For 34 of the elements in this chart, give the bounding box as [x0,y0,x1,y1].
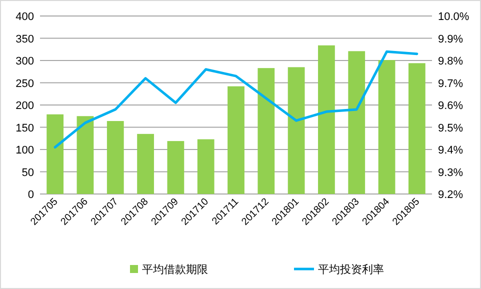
y-tick-label: 100 [16,144,34,156]
bar [46,114,64,194]
bar [378,60,396,194]
line-series [54,50,418,149]
y2-tick-label: 9.4% [438,144,464,156]
y2-tick-label: 9.9% [438,33,464,46]
y2-tick-label: 9.6% [438,100,464,112]
bar [137,134,154,194]
y-tick-label: 400 [16,11,34,23]
legend-label: 平均借款期限 [142,264,208,276]
bar [197,139,214,194]
y2-tick-label: 9.5% [438,122,464,134]
y2-tick-label: 9.8% [438,56,464,68]
bar [167,141,184,194]
bar [258,68,275,194]
y2-tick-label: 9.7% [438,78,464,90]
bar [408,63,426,194]
y-tick-label: 50 [22,166,34,179]
y-tick-label: 150 [16,122,34,134]
y-tick-label: 200 [16,100,34,112]
y2-tick-label: 9.2% [438,189,464,201]
y-tick-label: 300 [16,56,34,68]
bar [106,121,124,194]
y2-tick-label: 9.3% [438,166,464,179]
legend-label: 平均投资利率 [318,263,384,276]
bar [318,45,335,194]
bar [288,67,305,194]
y-tick-label: 350 [16,33,34,46]
y-tick-label: 250 [16,78,34,90]
y-tick-label: 0 [28,189,34,201]
bar [76,116,94,194]
bar [228,86,244,194]
bar [348,51,366,194]
y2-tick-label: 10.0% [438,11,470,23]
